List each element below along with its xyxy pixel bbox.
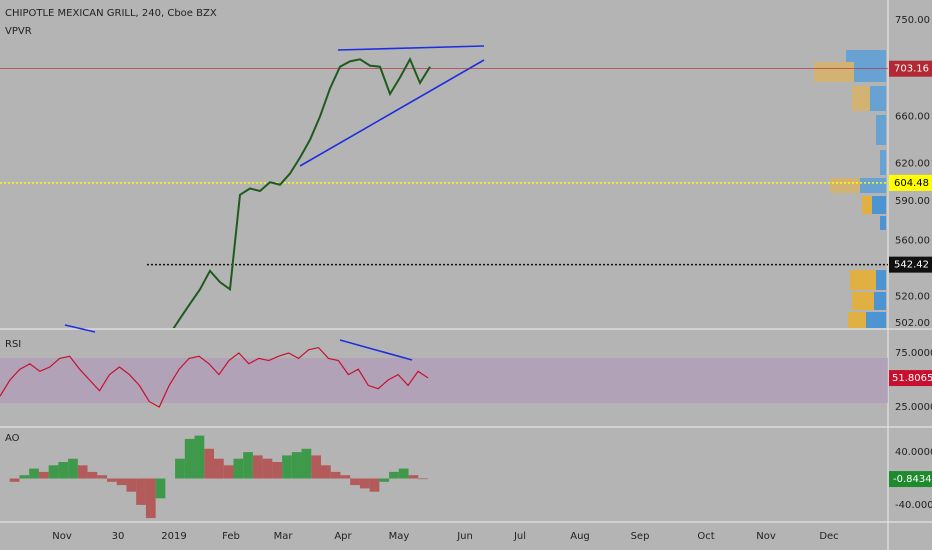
price-tag	[889, 256, 932, 273]
ao-bar	[58, 462, 69, 479]
price-tick-label: 620.00	[895, 159, 930, 170]
price-tag-label: 542.42	[894, 260, 929, 271]
indicator-label: VPVR	[5, 26, 32, 37]
volume-profile	[814, 50, 886, 328]
ao-bar	[252, 455, 263, 479]
time-label: Nov	[52, 531, 72, 542]
time-label: Aug	[570, 531, 590, 542]
rsi-tick-label: 25.0000	[895, 402, 932, 413]
ao-bar	[379, 478, 390, 482]
price-tick-label: 560.00	[895, 236, 930, 247]
ao-bar	[116, 478, 127, 486]
ao-bar	[311, 455, 321, 479]
ao-bar	[340, 475, 351, 479]
ao-bar	[126, 478, 137, 492]
ao-tick-label: 40.0000	[895, 447, 932, 458]
ao-bar	[107, 478, 117, 482]
rsi-band	[0, 358, 888, 403]
ao-bar	[68, 458, 78, 479]
ao-bar	[145, 478, 156, 519]
ao-bar	[87, 471, 98, 479]
ao-bar	[184, 438, 195, 479]
time-label: Mar	[274, 531, 294, 542]
time-label: Nov	[756, 531, 776, 542]
price-tag-label: 703.16	[894, 64, 929, 75]
ao-bar	[418, 478, 428, 480]
ao-bar	[38, 471, 49, 479]
ao-tag	[889, 471, 932, 488]
price-tag	[889, 174, 932, 191]
price-tag	[889, 60, 932, 77]
price-tick-label: 502.00	[895, 318, 930, 329]
ao-bar	[19, 475, 30, 479]
ao-bar	[272, 462, 283, 479]
ao-bar	[233, 458, 244, 479]
price-tick-label: 660.00	[895, 112, 930, 123]
ao-bar	[214, 458, 224, 479]
ao-bar	[350, 478, 360, 486]
ao-bar	[321, 465, 331, 479]
ao-tick-label: -40.0000	[895, 500, 932, 511]
price-series	[172, 56, 431, 328]
ao-bar	[97, 475, 107, 479]
ao-bar	[194, 435, 205, 479]
ao-bar	[369, 478, 380, 492]
rsi-label: RSI	[5, 339, 21, 350]
rsi-tick-label: 75.0000	[895, 348, 932, 359]
time-label: Apr	[334, 531, 352, 542]
ao-bar	[48, 465, 59, 479]
time-label: 2019	[161, 531, 186, 542]
price-tick-label: 520.00	[895, 292, 930, 303]
ao-bar	[291, 452, 302, 479]
ao-bar	[262, 458, 273, 479]
trend-lines	[64, 45, 485, 361]
ao-bar	[204, 448, 214, 479]
ao-bar	[398, 468, 409, 479]
ao-bar	[223, 465, 234, 479]
price-line	[172, 56, 431, 328]
time-label: Dec	[819, 531, 838, 542]
price-tick-label: 750.00	[895, 15, 930, 26]
time-label: Sep	[631, 531, 650, 542]
time-label: Oct	[697, 531, 714, 542]
ao-bar	[155, 478, 166, 499]
time-label: 30	[112, 531, 125, 542]
ao-bar	[9, 478, 20, 482]
time-label: May	[389, 531, 410, 542]
ao-bar	[77, 465, 88, 479]
time-label: Jun	[456, 531, 473, 542]
ao-tag-label: -0.8434	[893, 474, 932, 485]
rsi-tag	[889, 370, 932, 387]
ao-bar	[330, 471, 341, 479]
ao-bar	[301, 448, 312, 479]
ao-bar	[389, 471, 399, 479]
ao-bar	[243, 452, 253, 479]
price-tick-label: 590.00	[895, 196, 930, 207]
ao-bar	[136, 478, 146, 505]
ao-bar	[282, 455, 292, 479]
time-label: Feb	[222, 531, 240, 542]
rsi-series	[0, 346, 429, 408]
symbol-title: CHIPOTLE MEXICAN GRILL, 240, Cboe BZX	[5, 8, 217, 19]
price-tag-label: 604.48	[894, 178, 929, 189]
rsi-tag-label: 51.8065	[892, 373, 932, 384]
ao-bar	[408, 475, 419, 479]
ao-bar	[359, 478, 370, 489]
ao-label: AO	[5, 433, 20, 444]
ao-bar	[29, 468, 39, 479]
time-label: Jul	[513, 531, 526, 542]
ao-bar	[175, 458, 185, 479]
